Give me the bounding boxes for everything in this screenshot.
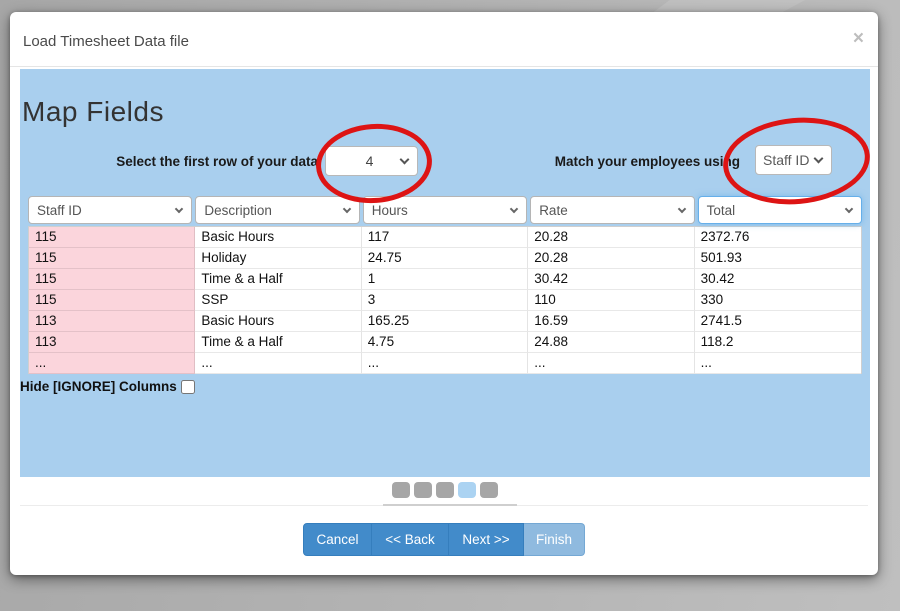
chevron-down-icon [509,204,519,214]
table-cell: 24.88 [528,332,695,353]
table-cell: ... [29,353,196,374]
column-select-value: Description [204,202,272,218]
table-cell: Holiday [195,248,362,269]
table-cell: ... [528,353,695,374]
column-mapping-row: Staff ID Description Hours Rate Total [28,196,862,224]
table-cell: 24.75 [361,248,529,269]
table-cell: 3 [361,290,529,311]
next-button[interactable]: Next >> [449,523,524,556]
column-select-description[interactable]: Description [195,196,360,224]
first-row-select-value: 4 [365,153,374,169]
table-cell: 113 [29,332,196,353]
table-cell: 113 [29,311,196,332]
table-cell: 501.93 [694,248,861,269]
table-cell: 20.28 [528,248,695,269]
wizard-step-indicator[interactable] [458,482,476,498]
wizard-step-indicator[interactable] [414,482,432,498]
table-cell: ... [694,353,861,374]
chevron-down-icon [677,204,686,214]
table-cell: 117 [361,227,529,248]
preview-rows: 115 Basic Hours 117 20.28 2372.76 115 Ho… [28,226,862,374]
hide-ignore-row: Hide [IGNORE] Columns [20,379,195,394]
table-cell: 16.59 [528,311,695,332]
chevron-down-icon [813,153,824,164]
wizard-buttons: Cancel << Back Next >> Finish [10,523,878,556]
hide-ignore-label: Hide [IGNORE] Columns [20,379,177,394]
dialog-header: Load Timesheet Data file × [10,12,878,67]
wizard-step-indicator[interactable] [392,482,410,498]
column-select-value: Rate [539,202,568,218]
table-cell: ... [361,353,529,374]
wizard-step-indicator[interactable] [480,482,498,498]
table-cell: ... [195,353,362,374]
column-select-value: Staff ID [37,202,82,218]
match-employees-select-value: Staff ID [763,152,810,168]
table-cell: Basic Hours [195,227,362,248]
chevron-down-icon [175,204,184,214]
table-cell: 1 [361,269,529,290]
steps-scrollbar[interactable] [383,504,517,506]
match-employees-select[interactable]: Staff ID [755,145,832,175]
table-cell: 2741.5 [694,311,861,332]
chevron-down-icon [399,154,410,165]
table-cell: 115 [29,269,196,290]
table-cell: 115 [29,227,196,248]
chevron-down-icon [844,204,854,214]
table-cell: 30.42 [694,269,861,290]
dialog-title: Load Timesheet Data file [23,32,189,50]
table-cell: Basic Hours [195,311,362,332]
table-cell: 2372.76 [694,227,861,248]
column-select-total[interactable]: Total [697,196,862,224]
table-cell: Time & a Half [195,332,362,353]
wizard-step-indicators [392,482,498,498]
table-cell: 115 [29,290,196,311]
preview-table: Staff ID Description Hours Rate Total [28,196,862,374]
table-cell: 118.2 [694,332,861,353]
table-cell: 330 [694,290,861,311]
load-timesheet-dialog: Load Timesheet Data file × Map Fields Se… [10,12,878,575]
column-select-hours[interactable]: Hours [362,196,528,224]
cancel-button[interactable]: Cancel [303,523,372,556]
table-cell: 115 [29,248,196,269]
table-cell: 20.28 [528,227,695,248]
table-cell: 4.75 [361,332,529,353]
hide-ignore-checkbox[interactable] [180,379,195,394]
table-cell: 165.25 [361,311,529,332]
wizard-step-indicator[interactable] [436,482,454,498]
column-select-rate[interactable]: Rate [530,196,695,224]
first-row-select[interactable]: 4 [325,146,418,176]
table-cell: SSP [195,290,362,311]
finish-button[interactable]: Finish [524,523,585,556]
table-cell: 110 [528,290,695,311]
table-cell: 30.42 [528,269,695,290]
chevron-down-icon [342,204,352,214]
column-select-value: Hours [371,202,408,218]
column-select-value: Total [706,202,736,218]
table-cell: Time & a Half [195,269,362,290]
first-row-label: Select the first row of your data [116,154,318,169]
close-icon[interactable]: × [852,27,864,49]
back-button[interactable]: << Back [372,523,449,556]
page-title: Map Fields [22,96,164,127]
map-fields-panel: Map Fields Select the first row of your … [20,69,874,477]
match-employees-label: Match your employees using [554,154,740,169]
column-select-staff-id[interactable]: Staff ID [28,196,193,224]
